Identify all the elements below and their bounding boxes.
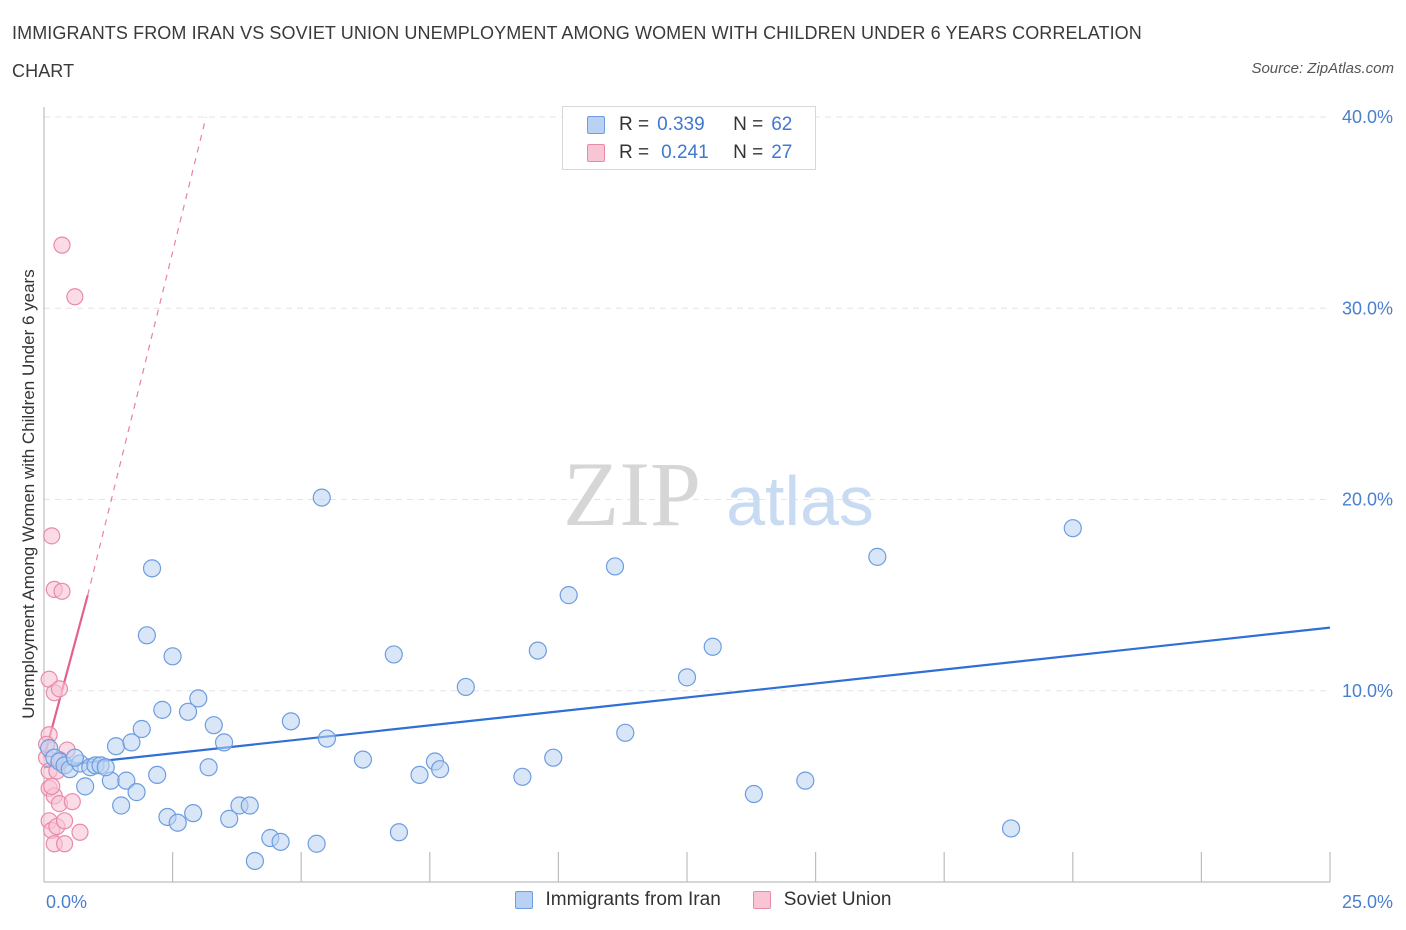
iran-points [40, 488, 1082, 871]
iran-point [112, 796, 131, 815]
iran-point [96, 758, 115, 777]
iran-trend-line [43, 626, 1331, 769]
iran-point [178, 702, 198, 721]
iran-point [240, 796, 259, 815]
iran-point [127, 783, 146, 802]
iran-point [245, 851, 265, 871]
iran-point [220, 809, 239, 828]
n-label: N = [733, 114, 764, 135]
iran-point [76, 777, 95, 796]
iran-point [106, 737, 126, 756]
iran-point [430, 760, 450, 779]
soviet-point [50, 680, 69, 698]
iran-point [605, 557, 625, 576]
watermark-atlas: atlas [726, 462, 874, 540]
iran-point [132, 719, 151, 739]
iran-point [281, 712, 301, 731]
iran-point [513, 767, 532, 786]
iran-point [204, 716, 223, 735]
soviet-point [43, 777, 61, 795]
soviet-swatch [587, 144, 605, 162]
iran-point [317, 729, 337, 748]
iran-point [389, 823, 409, 842]
legend-label-iran: Immigrants from Iran [545, 889, 721, 910]
source-label: Source: ZipAtlas.com [1251, 60, 1394, 77]
iran-point [796, 771, 815, 790]
iran-point [353, 750, 373, 769]
soviet-n-value: 27 [771, 142, 793, 163]
soviet-point [53, 236, 71, 254]
y-tick-label: 10.0% [1342, 681, 1393, 701]
iran-point [214, 733, 234, 752]
iran-point [184, 804, 203, 823]
watermark-zip: ZIP [563, 443, 701, 545]
iran-point [677, 668, 697, 687]
gridlines [44, 116, 1330, 692]
y-tick-label: 30.0% [1342, 298, 1393, 318]
iran-point [744, 784, 763, 804]
iran-point [122, 733, 141, 752]
iran-point [703, 637, 722, 656]
iran-point [307, 834, 326, 853]
iran-point [544, 748, 563, 767]
iran-point [153, 700, 172, 719]
legend-row-soviet: R = 0.241 N = 27 [587, 140, 792, 166]
iran-point [271, 832, 290, 851]
iran-point [199, 758, 218, 777]
iran-point [616, 723, 635, 742]
iran-swatch [514, 891, 533, 909]
iran-point [410, 765, 429, 785]
iran-r-value: 0.339 [657, 114, 705, 135]
soviet-point [53, 582, 71, 600]
series-legend: Immigrants from Iran Soviet Union [0, 889, 1406, 911]
iran-point [1001, 819, 1021, 838]
iran-point [189, 689, 208, 708]
iran-point [142, 559, 162, 578]
soviet-point [43, 527, 61, 545]
iran-point [312, 488, 331, 507]
iran-point [168, 813, 187, 832]
iran-point [1063, 519, 1082, 538]
y-tick-label: 40.0% [1342, 107, 1393, 127]
x-tick-label-min: 0.0% [46, 892, 87, 912]
soviet-point [55, 835, 74, 853]
soviet-point [55, 812, 74, 830]
n-label: N = [733, 142, 764, 163]
soviet-swatch [752, 891, 771, 909]
soviet-r-value: 0.241 [661, 142, 709, 163]
chart-title: IMMIGRANTS FROM IRAN VS SOVIET UNION UNE… [12, 23, 1142, 81]
r-label: R = [619, 114, 650, 135]
iran-point [148, 765, 167, 785]
x-tick-label-max: 25.0% [1342, 892, 1393, 912]
stats-legend: R = 0.339 N = 62 R = 0.241 N = 27 [562, 106, 816, 170]
legend-item-soviet[interactable]: Soviet Union [752, 889, 892, 911]
soviet-point [66, 288, 84, 306]
y-tick-label: 20.0% [1342, 490, 1393, 510]
soviet-trend-line-dashed [87, 116, 207, 596]
soviet-point [71, 823, 89, 841]
soviet-point [63, 793, 81, 811]
iran-point [163, 647, 182, 666]
iran-point [456, 677, 475, 697]
iran-n-value: 62 [771, 114, 793, 135]
iran-point [65, 748, 84, 767]
iran-point [384, 645, 403, 664]
iran-point [868, 547, 887, 566]
legend-row-iran: R = 0.339 N = 62 [587, 112, 792, 138]
legend-label-soviet: Soviet Union [783, 889, 892, 910]
watermark: ZIP atlas [563, 443, 874, 545]
iran-swatch [587, 116, 605, 134]
tick-labels: 10.0% 20.0% 30.0% 40.0% 0.0% 25.0% [46, 107, 1393, 912]
legend-item-iran[interactable]: Immigrants from Iran [514, 889, 721, 911]
iran-point [137, 626, 156, 645]
r-label: R = [619, 142, 650, 163]
iran-point [559, 586, 578, 605]
iran-point [117, 771, 136, 790]
iran-point [528, 641, 547, 660]
